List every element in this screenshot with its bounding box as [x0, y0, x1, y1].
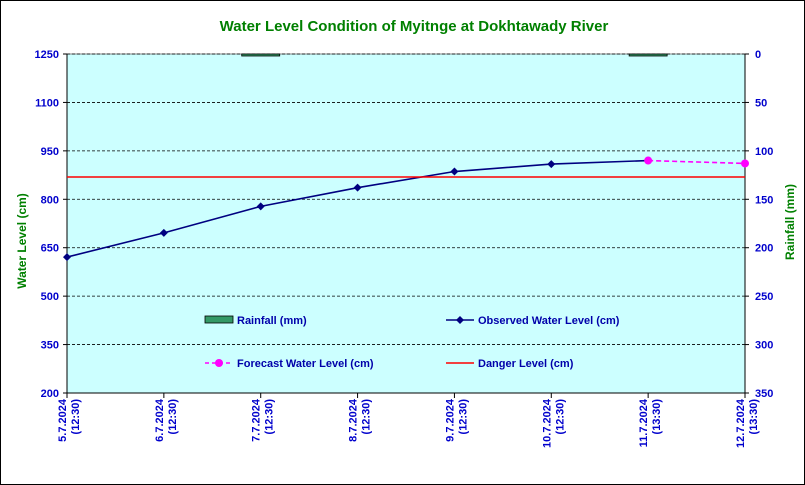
observed-point — [547, 160, 556, 169]
right-tick-label: 300 — [755, 340, 773, 352]
legend-label: Rainfall (mm) — [237, 315, 307, 327]
legend-observed-marker — [456, 316, 464, 324]
left-tick-label: 800 — [41, 194, 59, 206]
observed-point — [353, 183, 362, 192]
right-tick-label: 100 — [755, 146, 773, 158]
right-tick-label: 200 — [755, 243, 773, 255]
observed-point — [159, 228, 168, 237]
x-tick-label-time: (12:30) — [554, 399, 566, 435]
left-axis-title: Water Level (cm) — [15, 193, 29, 289]
left-tick-label: 650 — [41, 243, 59, 255]
x-tick-label-time: (12:30) — [70, 399, 82, 435]
legend-forecast-marker — [215, 359, 223, 367]
x-tick-label-date: 7.7.2024 — [251, 398, 263, 442]
right-tick-label: 350 — [755, 388, 773, 400]
right-tick-label: 50 — [755, 97, 767, 109]
right-tick-label: 150 — [755, 194, 773, 206]
left-tick-label: 500 — [41, 291, 59, 303]
left-tick-label: 950 — [41, 146, 59, 158]
left-tick-label: 350 — [41, 340, 59, 352]
x-tick-label-time: (12:30) — [457, 399, 469, 435]
x-tick-label-time: (13:30) — [748, 399, 760, 435]
forecast-point — [644, 156, 653, 165]
observed-point — [256, 202, 265, 211]
right-tick-label: 0 — [755, 49, 761, 61]
legend-label: Forecast Water Level (cm) — [237, 358, 374, 370]
plot-area: 200 350 500 650 800 950 1100 1250 0 50 100 150 200 25… — [35, 49, 774, 448]
legend-label: Observed Water Level (cm) — [478, 315, 620, 327]
legend-rainfall-swatch — [204, 315, 234, 324]
x-tick-label-date: 8.7.2024 — [348, 398, 360, 442]
x-tick-label-date: 6.7.2024 — [154, 398, 166, 442]
rainfall-bar — [241, 53, 281, 57]
legend-label: Danger Level (cm) — [478, 358, 574, 370]
observed-point — [63, 253, 71, 262]
x-tick-label-date: 10.7.2024 — [541, 398, 553, 448]
rainfall-bar — [628, 53, 668, 57]
forecast-line — [648, 159, 746, 165]
left-tick-label: 1250 — [35, 49, 59, 61]
left-tick-label: 200 — [41, 388, 59, 400]
x-tick-label-date: 12.7.2024 — [735, 398, 747, 448]
x-tick-label-date: 5.7.2024 — [57, 398, 69, 442]
plot-background — [66, 53, 746, 394]
x-tick-label-time: (12:30) — [264, 399, 276, 435]
chart-title: Water Level Condition of Myitnge at Dokh… — [220, 18, 609, 35]
forecast-point — [741, 159, 749, 168]
x-tick-label-date: 11.7.2024 — [638, 398, 650, 447]
x-tick-label-time: (12:30) — [167, 399, 179, 435]
right-axis-title: Rainfall (mm) — [783, 184, 797, 260]
x-tick-label-date: 9.7.2024 — [444, 398, 456, 442]
left-tick-label: 1100 — [35, 97, 59, 109]
x-tick-label-time: (13:30) — [651, 399, 663, 435]
observed-point — [450, 167, 459, 176]
x-tick-label-time: (12:30) — [361, 399, 373, 435]
right-tick-label: 250 — [755, 291, 773, 303]
